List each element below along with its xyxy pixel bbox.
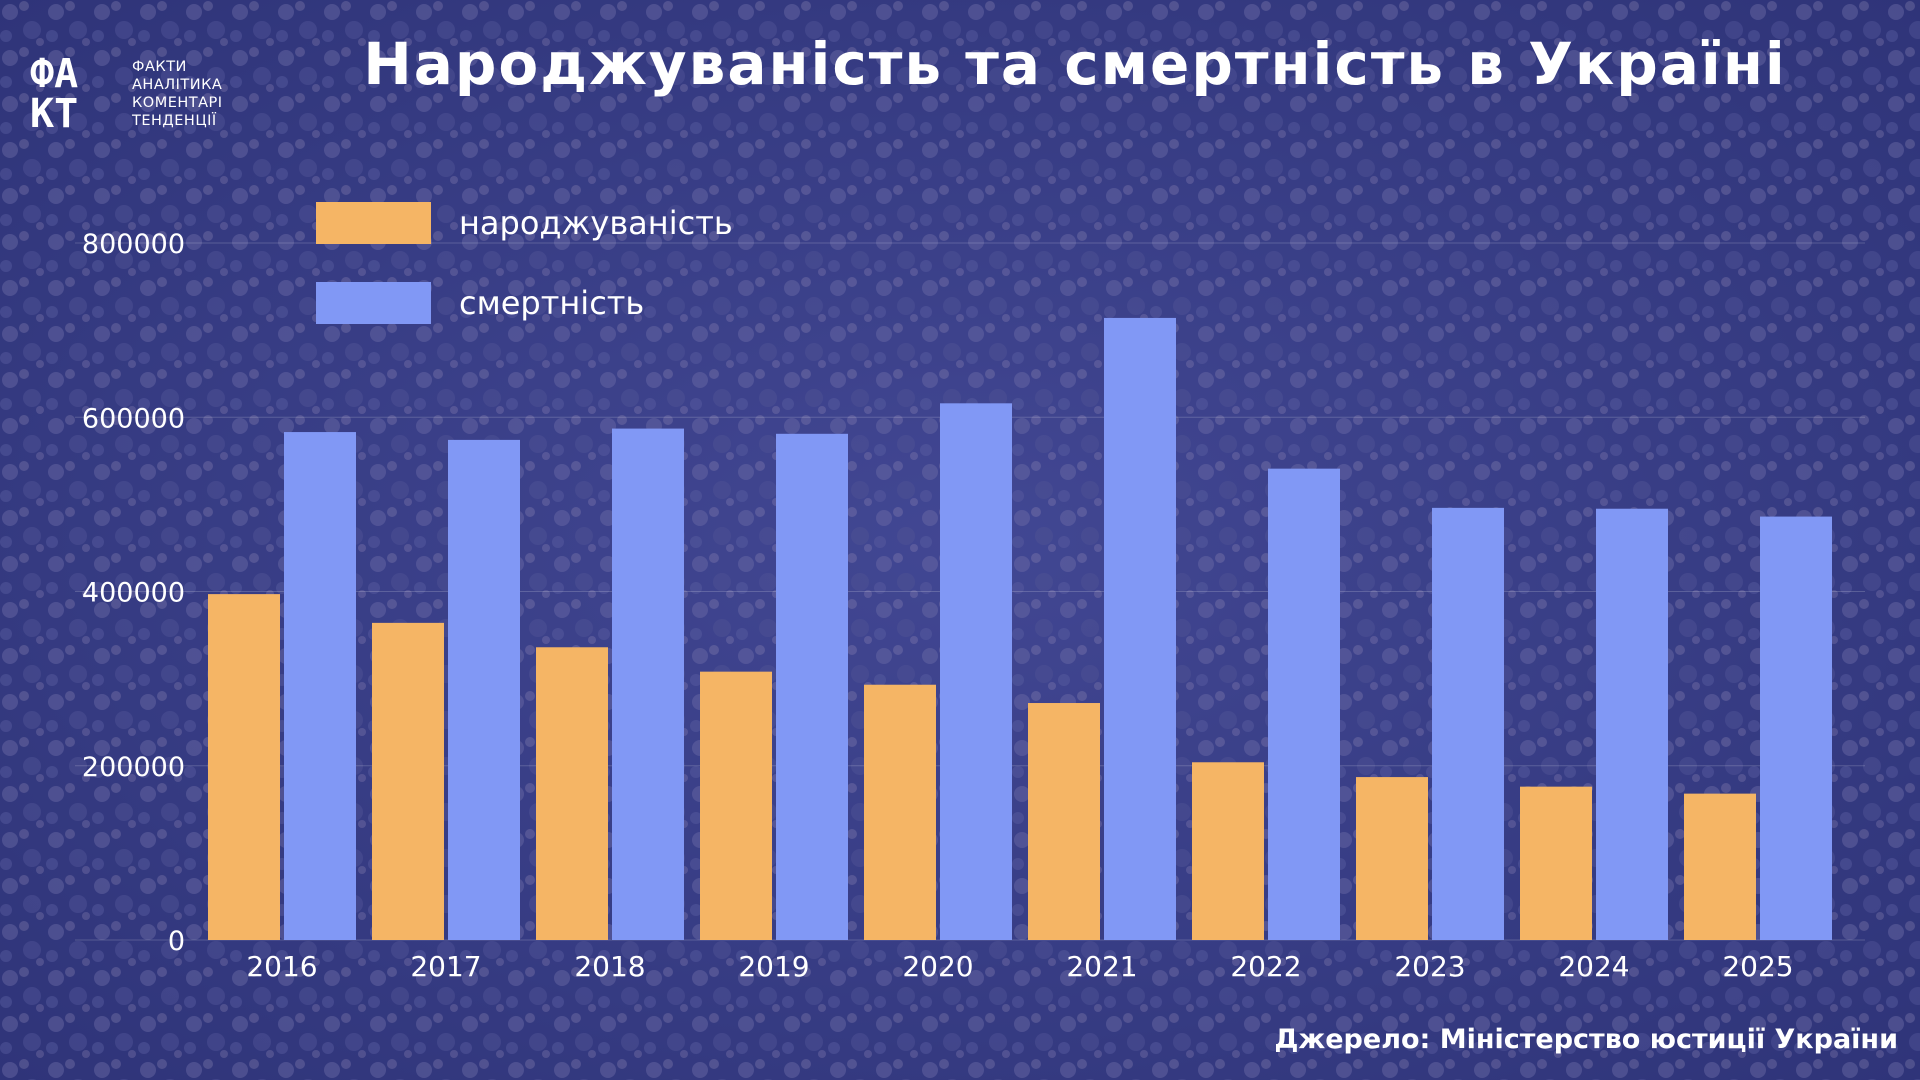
bar-deaths-2016	[284, 432, 356, 940]
source-note: Джерело: Міністерство юстиції України	[1274, 1024, 1898, 1055]
bar-deaths-2022	[1268, 468, 1340, 940]
logo-mark: ФА КТ	[30, 54, 134, 134]
bar-deaths-2023	[1432, 507, 1504, 940]
page-title: Народжуваність та смертність в Україні	[363, 30, 1787, 98]
bar-births-2023	[1356, 777, 1428, 940]
bar-births-2022	[1192, 762, 1264, 940]
bar-births-2019	[700, 671, 772, 940]
bar-deaths-2019	[776, 433, 848, 940]
y-tick-label: 200000	[82, 752, 185, 783]
x-tick-label-2024: 2024	[1558, 950, 1629, 983]
logo-mark-top: ФА	[30, 51, 79, 97]
x-tick-label-2025: 2025	[1722, 950, 1793, 983]
y-tick-label: 400000	[82, 578, 185, 609]
bar-births-2024	[1520, 786, 1592, 940]
x-tick-label-2022: 2022	[1230, 950, 1301, 983]
x-tick-label-2019: 2019	[738, 950, 809, 983]
logo-line-4: ТЕНДЕНЦІЇ	[132, 113, 217, 129]
y-tick-label: 800000	[82, 229, 185, 260]
logo-line-3: КОМЕНТАРІ	[132, 95, 223, 111]
bar-deaths-2017	[448, 439, 520, 940]
logo-mark-bottom: КТ	[30, 91, 79, 137]
bar-births-2021	[1028, 703, 1100, 940]
bar-births-2020	[864, 684, 936, 940]
bar-births-2025	[1684, 793, 1756, 940]
logo-line-2: АНАЛІТИКА	[132, 77, 223, 93]
legend-swatch-births	[316, 202, 431, 244]
x-tick-label-2016: 2016	[246, 950, 317, 983]
bar-deaths-2024	[1596, 508, 1668, 940]
bar-births-2017	[372, 622, 444, 940]
legend-swatch-deaths	[316, 282, 431, 324]
y-tick-label: 600000	[82, 403, 185, 434]
bar-deaths-2021	[1104, 317, 1176, 940]
y-tick-label: 0	[168, 926, 185, 957]
legend-item-births: народжуваність	[316, 202, 733, 244]
bar-deaths-2018	[612, 428, 684, 940]
x-tick-label-2018: 2018	[574, 950, 645, 983]
logo-line-1: ФАКТИ	[132, 59, 187, 75]
bar-deaths-2025	[1760, 516, 1832, 940]
legend-label-births: народжуваність	[459, 204, 733, 242]
x-tick-label-2023: 2023	[1394, 950, 1465, 983]
bar-births-2016	[208, 594, 280, 940]
x-tick-label-2017: 2017	[410, 950, 481, 983]
legend-label-deaths: смертність	[459, 284, 645, 322]
bar-deaths-2020	[940, 403, 1012, 940]
logo: ФА КТ ФАКТИ АНАЛІТИКА КОМЕНТАРІ ТЕНДЕНЦІ…	[30, 54, 250, 144]
bar-births-2018	[536, 647, 608, 940]
x-tick-label-2021: 2021	[1066, 950, 1137, 983]
logo-text: ФАКТИ АНАЛІТИКА КОМЕНТАРІ ТЕНДЕНЦІЇ	[132, 58, 223, 130]
legend-item-deaths: смертність	[316, 282, 644, 324]
x-tick-label-2020: 2020	[902, 950, 973, 983]
